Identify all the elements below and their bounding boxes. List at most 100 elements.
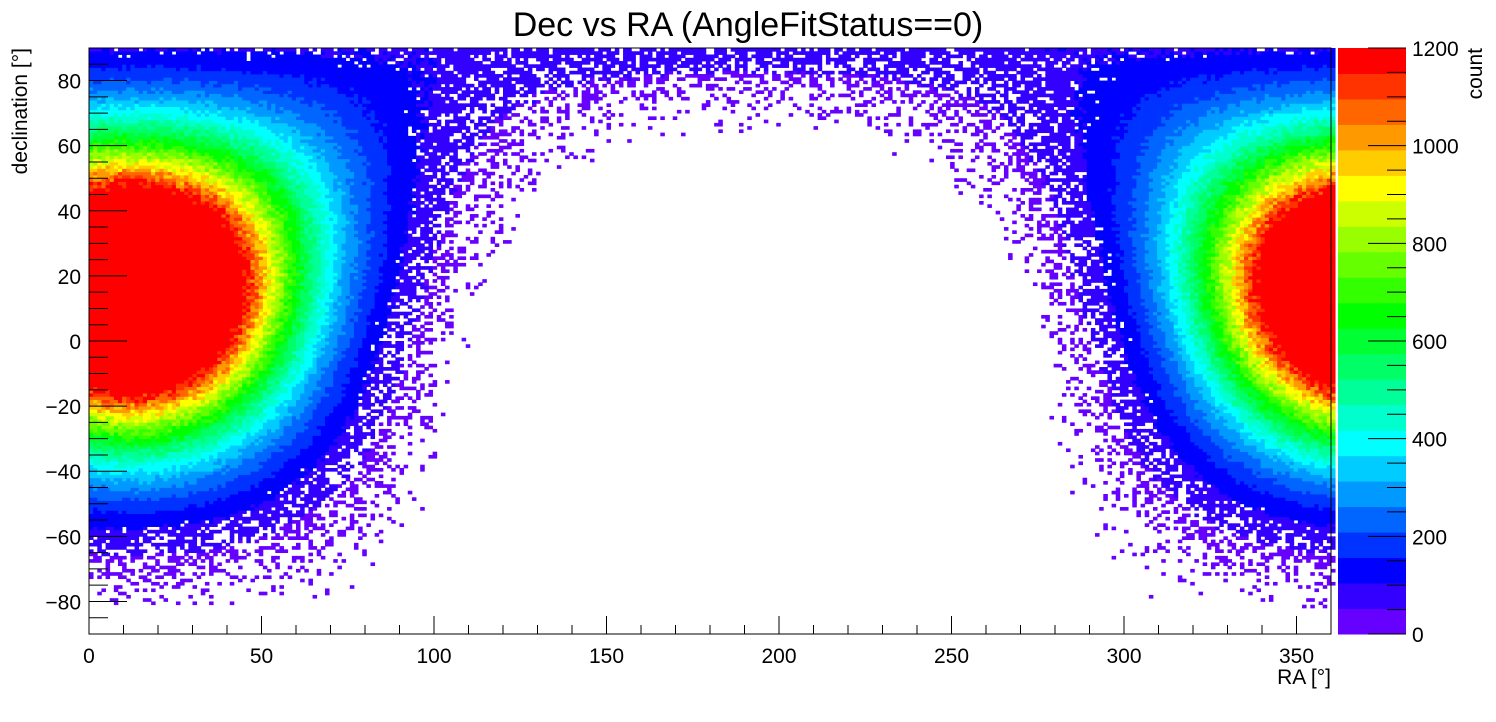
heatmap-cell [122, 120, 127, 124]
heatmap-cell [205, 84, 210, 88]
heatmap-cell [205, 422, 210, 426]
heatmap-cell [193, 81, 198, 85]
heatmap-cell [135, 321, 140, 325]
heatmap-cell [205, 126, 210, 130]
heatmap-cell [164, 178, 169, 182]
heatmap-cell [180, 191, 185, 195]
heatmap-cell [106, 491, 111, 495]
heatmap-cell [168, 302, 173, 306]
heatmap-cell [155, 227, 160, 231]
heatmap-cell [176, 527, 181, 531]
heatmap-cell [155, 188, 160, 192]
heatmap-cell [130, 474, 135, 478]
heatmap-cell [122, 439, 127, 443]
heatmap-cell [201, 507, 206, 511]
heatmap-cell [118, 442, 123, 446]
heatmap-cell [122, 263, 127, 267]
heatmap-cell [114, 172, 119, 176]
heatmap-cell [159, 543, 164, 547]
heatmap-cell [213, 403, 218, 407]
heatmap-cell [159, 403, 164, 407]
heatmap-cell [188, 221, 193, 225]
heatmap-cell [193, 77, 198, 81]
heatmap-cell [89, 286, 94, 290]
heatmap-cell [197, 172, 202, 176]
heatmap-cell [180, 536, 185, 540]
heatmap-cell [93, 308, 98, 312]
heatmap-cell [110, 299, 115, 303]
heatmap-cell [172, 155, 177, 159]
heatmap-cell [126, 74, 131, 78]
heatmap-cell [168, 396, 173, 400]
heatmap-cell [126, 348, 131, 352]
heatmap-cell [147, 504, 152, 508]
heatmap-cell [151, 426, 156, 430]
heatmap-cell [184, 484, 189, 488]
heatmap-cell [110, 351, 115, 355]
heatmap-cell [118, 318, 123, 322]
heatmap-cell [155, 491, 160, 495]
heatmap-cell [147, 497, 152, 501]
heatmap-cell [209, 504, 214, 508]
heatmap-cell [93, 331, 98, 335]
heatmap-cell [118, 455, 123, 459]
heatmap-cell [155, 344, 160, 348]
heatmap-cell [114, 465, 119, 469]
heatmap-cell [135, 204, 140, 208]
heatmap-cell [193, 61, 198, 65]
heatmap-cell [213, 234, 218, 238]
heatmap-cell [139, 237, 144, 241]
heatmap-cell [172, 585, 177, 589]
heatmap-cell [197, 308, 202, 312]
heatmap-cell [89, 227, 94, 231]
heatmap-cell [135, 549, 140, 553]
heatmap-cell [159, 240, 164, 244]
heatmap-cell [151, 348, 156, 352]
heatmap-cell [168, 87, 173, 91]
heatmap-cell [188, 403, 193, 407]
heatmap-cell [155, 204, 160, 208]
heatmap-cell [143, 491, 148, 495]
heatmap-cell [188, 510, 193, 514]
heatmap-cell [209, 338, 214, 342]
heatmap-cell [164, 201, 169, 205]
heatmap-cell [209, 74, 214, 78]
heatmap-cell [106, 195, 111, 199]
heatmap-cell [151, 484, 156, 488]
heatmap-cell [205, 234, 210, 238]
heatmap-cell [193, 123, 198, 127]
heatmap-cell [188, 110, 193, 114]
heatmap-cell [106, 204, 111, 208]
heatmap-cell [201, 318, 206, 322]
heatmap-cell [159, 214, 164, 218]
heatmap-cell [164, 338, 169, 342]
heatmap-cell [197, 403, 202, 407]
heatmap-cell [97, 152, 102, 156]
heatmap-cell [93, 204, 98, 208]
heatmap-cell [155, 276, 160, 280]
heatmap-cell [172, 393, 177, 397]
heatmap-cell [126, 201, 131, 205]
heatmap-cell [205, 374, 210, 378]
heatmap-cell [139, 474, 144, 478]
heatmap-cell [184, 325, 189, 329]
heatmap-cell [201, 159, 206, 163]
heatmap-cell [114, 123, 119, 127]
heatmap-cell [110, 416, 115, 420]
heatmap-cell [147, 380, 152, 384]
heatmap-cell [139, 191, 144, 195]
heatmap-cell [193, 84, 198, 88]
heatmap-cell [159, 439, 164, 443]
heatmap-cell [118, 139, 123, 143]
heatmap-cell [155, 217, 160, 221]
heatmap-cell [176, 374, 181, 378]
heatmap-cell [217, 514, 222, 518]
heatmap-cell [151, 133, 156, 137]
heatmap-cell [201, 543, 206, 547]
heatmap-cell [172, 481, 177, 485]
heatmap-cell [159, 129, 164, 133]
heatmap-cell [139, 429, 144, 433]
heatmap-cell [193, 396, 198, 400]
heatmap-cell [180, 260, 185, 264]
heatmap-cell [114, 107, 119, 111]
